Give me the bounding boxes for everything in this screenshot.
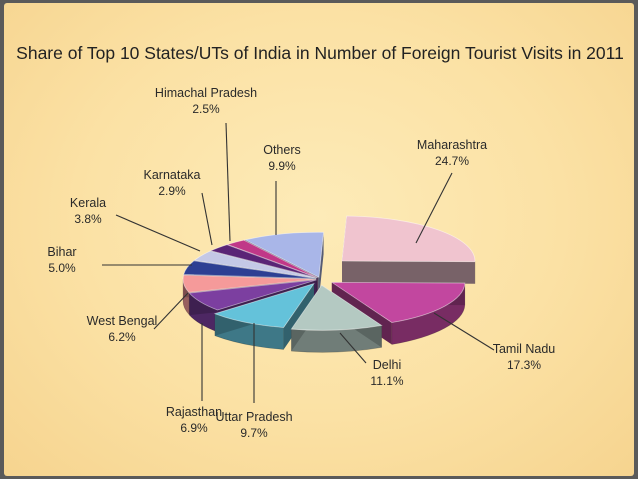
slice-value-maharashtra: 24.7% bbox=[435, 154, 469, 168]
slice-value-delhi: 11.1% bbox=[370, 374, 403, 388]
pie-slice-top bbox=[213, 282, 315, 328]
slice-label-bihar: Bihar bbox=[47, 245, 76, 259]
slice-value-uttar-pradesh: 9.7% bbox=[240, 426, 268, 440]
slice-label-rajasthan: Rajasthan bbox=[166, 405, 222, 419]
pie-slice-top bbox=[193, 250, 317, 279]
pie-slice-maharashtra bbox=[341, 215, 476, 284]
slice-label-delhi: Delhi bbox=[373, 358, 402, 372]
pie-slice-top bbox=[182, 274, 317, 293]
pie-slice-top bbox=[188, 279, 317, 311]
pie-slice-wall bbox=[318, 232, 324, 300]
leader-line-karnataka bbox=[201, 192, 213, 246]
slice-label-karnataka: Karnataka bbox=[144, 168, 201, 182]
slice-label-kerala: Kerala bbox=[70, 196, 106, 210]
slice-value-bihar: 5.0% bbox=[48, 261, 76, 275]
chart-title: Share of Top 10 States/UTs of India in N… bbox=[16, 43, 624, 63]
leader-lines bbox=[102, 122, 495, 403]
pie-slice-top bbox=[209, 244, 318, 279]
slice-value-others: 9.9% bbox=[268, 159, 296, 173]
chart-card: Share of Top 10 States/UTs of India in N… bbox=[4, 3, 634, 476]
pie-slice-top bbox=[244, 231, 324, 278]
pie-chart: Share of Top 10 States/UTs of India in N… bbox=[16, 43, 624, 440]
pie-slice-delhi bbox=[290, 284, 383, 353]
leader-line-west-bengal bbox=[153, 292, 189, 330]
slice-label-west-bengal: West Bengal bbox=[87, 314, 158, 328]
leader-line-himachal-pradesh bbox=[225, 122, 231, 242]
slice-label-uttar-pradesh: Uttar Pradesh bbox=[215, 410, 292, 424]
pie-slice-top bbox=[183, 260, 317, 279]
slice-value-himachal-pradesh: 2.5% bbox=[192, 102, 220, 116]
leader-line-kerala bbox=[115, 214, 201, 252]
leader-line-delhi bbox=[339, 332, 367, 364]
pie-slice-top bbox=[290, 284, 383, 331]
slice-value-west-bengal: 6.2% bbox=[108, 330, 136, 344]
slice-value-karnataka: 2.9% bbox=[158, 184, 186, 198]
slice-label-himachal-pradesh: Himachal Pradesh bbox=[155, 86, 257, 100]
pie-slice-top bbox=[330, 281, 466, 323]
leader-line-tamil-nadu bbox=[433, 312, 495, 351]
slice-value-tamil-nadu: 17.3% bbox=[507, 358, 541, 372]
slice-label-tamil-nadu: Tamil Nadu bbox=[493, 342, 556, 356]
pie-slices bbox=[182, 215, 476, 353]
slice-label-maharashtra: Maharashtra bbox=[417, 138, 487, 152]
leader-line-maharashtra bbox=[415, 172, 453, 244]
pie-slice-uttar-pradesh bbox=[213, 282, 315, 350]
slice-value-rajasthan: 6.9% bbox=[180, 421, 208, 435]
slice-value-kerala: 3.8% bbox=[74, 212, 102, 226]
slice-label-others: Others bbox=[263, 143, 301, 157]
pie-slice-top bbox=[341, 215, 476, 263]
slice-labels: Maharashtra 24.7% Tamil Nadu 17.3% Delhi 11.1… bbox=[47, 86, 555, 440]
pie-slice-wall bbox=[342, 261, 475, 284]
